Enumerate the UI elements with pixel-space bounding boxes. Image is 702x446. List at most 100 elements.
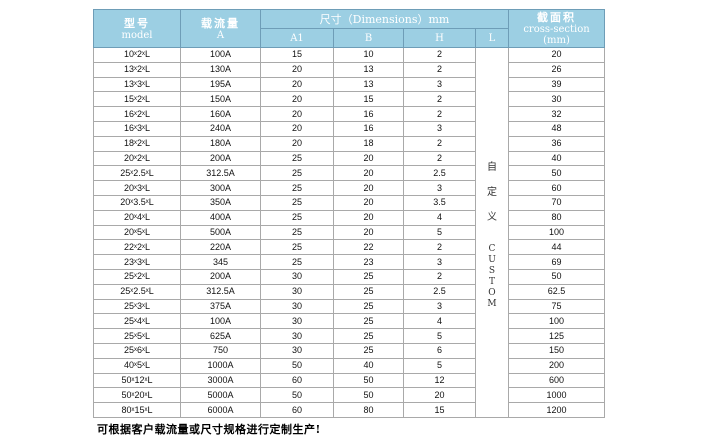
cell-a1: 25	[260, 194, 334, 211]
cell-a1: 25	[260, 180, 334, 196]
table-row: 23ˣ3ˣL 345 25 23 3 69	[93, 254, 605, 270]
cell-cross-section: 48	[508, 120, 605, 137]
cell-a1: 20	[260, 135, 334, 152]
cell-b: 80	[333, 402, 404, 418]
table-row: 20ˣ2ˣL 200A 25 20 2 40	[93, 150, 605, 167]
cell-cross-section: 200	[508, 357, 605, 374]
cell-cross-section: 20	[508, 47, 605, 63]
cell-current: 100A	[180, 313, 261, 330]
cell-cross-section: 150	[508, 342, 605, 359]
cell-a1: 30	[260, 298, 334, 315]
table-row: 80ˣ15ˣL 6000A 60 80 15 1200	[93, 402, 605, 418]
col-header-h: H	[403, 28, 476, 48]
col-header-a1: A1	[260, 28, 334, 48]
header-row-1: 型号 model 载流量 A 尺寸（Dimensions）mm 截面积 cros…	[93, 9, 605, 48]
cell-h: 2	[403, 150, 476, 167]
cell-cross-section: 32	[508, 106, 605, 122]
table-row: 16ˣ2ˣL 160A 20 16 2 32	[93, 106, 605, 122]
cell-cross-section: 62.5	[508, 283, 605, 300]
cell-current: 625A	[180, 328, 261, 344]
cell-h: 2	[403, 268, 476, 285]
table-row: 25ˣ6ˣL 750 30 25 6 150	[93, 342, 605, 359]
col-header-cross-cn: 截面积	[537, 11, 576, 24]
cell-h: 20	[403, 387, 476, 404]
cell-a1: 25	[260, 224, 334, 241]
cell-model: 20ˣ3.5ˣL	[93, 194, 181, 211]
cell-model: 50ˣ12ˣL	[93, 372, 181, 389]
cell-h: 3	[403, 180, 476, 196]
cell-model: 18ˣ2ˣL	[93, 135, 181, 152]
cell-current: 500A	[180, 224, 261, 241]
cell-a1: 20	[260, 76, 334, 93]
cell-a1: 25	[260, 254, 334, 270]
cell-current: 350A	[180, 194, 261, 211]
cell-h: 2	[403, 239, 476, 256]
table-row: 25ˣ2.5ˣL 312.5A 25 20 2.5 50	[93, 165, 605, 182]
cell-model: 10ˣ2ˣL	[93, 47, 181, 63]
table-row: 13ˣ2ˣL 130A 20 13 2 26	[93, 61, 605, 78]
cell-b: 25	[333, 328, 404, 344]
table-row: 25ˣ3ˣL 375A 30 25 3 75	[93, 298, 605, 315]
cell-a1: 50	[260, 387, 334, 404]
table-row: 40ˣ5ˣL 1000A 50 40 5 200	[93, 357, 605, 374]
cell-model: 13ˣ3ˣL	[93, 76, 181, 93]
cell-a1: 30	[260, 313, 334, 330]
cell-cross-section: 40	[508, 150, 605, 167]
cell-b: 20	[333, 224, 404, 241]
cell-a1: 20	[260, 91, 334, 108]
header-row-2: A1 B H L	[94, 28, 605, 48]
cell-h: 5	[403, 357, 476, 374]
cell-h: 2	[403, 106, 476, 122]
cell-h: 3	[403, 254, 476, 270]
cell-h: 4	[403, 313, 476, 330]
cell-model: 16ˣ2ˣL	[93, 106, 181, 122]
cell-model: 25ˣ4ˣL	[93, 313, 181, 330]
table-row: 25ˣ5ˣL 625A 30 25 5 125	[93, 328, 605, 344]
cell-cross-section: 36	[508, 135, 605, 152]
cell-b: 20	[333, 209, 404, 226]
custom-length-cell: 自 定 义 C U S T O M	[475, 47, 509, 418]
cell-b: 25	[333, 298, 404, 315]
cell-current: 6000A	[180, 402, 261, 418]
cell-current: 375A	[180, 298, 261, 315]
cell-b: 25	[333, 283, 404, 300]
cell-b: 25	[333, 342, 404, 359]
cell-cross-section: 100	[508, 224, 605, 241]
cell-b: 20	[333, 150, 404, 167]
cell-current: 200A	[180, 268, 261, 285]
cell-cross-section: 70	[508, 194, 605, 211]
cell-a1: 30	[260, 328, 334, 344]
cell-cross-section: 30	[508, 91, 605, 108]
table-row: 22ˣ2ˣL 220A 25 22 2 44	[93, 239, 605, 256]
cell-a1: 20	[260, 106, 334, 122]
cell-cross-section: 60	[508, 180, 605, 196]
cell-current: 300A	[180, 180, 261, 196]
cell-b: 23	[333, 254, 404, 270]
cell-b: 25	[333, 268, 404, 285]
col-header-model-cn: 型号	[124, 16, 150, 30]
cell-h: 3.5	[403, 194, 476, 211]
cell-h: 2	[403, 91, 476, 108]
table-row: 20ˣ3ˣL 300A 25 20 3 60	[93, 180, 605, 196]
cell-a1: 30	[260, 283, 334, 300]
cell-b: 15	[333, 91, 404, 108]
custom-label-en: C U S T O M	[487, 243, 497, 309]
cell-current: 180A	[180, 135, 261, 152]
cell-model: 23ˣ3ˣL	[93, 254, 181, 270]
cell-model: 50ˣ20ˣL	[93, 387, 181, 404]
cell-h: 2	[403, 135, 476, 152]
cell-h: 2.5	[403, 283, 476, 300]
cell-current: 200A	[180, 150, 261, 167]
table-row: 50ˣ20ˣL 5000A 50 50 20 1000	[93, 387, 605, 404]
cell-model: 15ˣ2ˣL	[93, 91, 181, 108]
cell-model: 22ˣ2ˣL	[93, 239, 181, 256]
col-header-current-unit: A	[216, 29, 225, 41]
cell-a1: 60	[260, 402, 334, 418]
cell-a1: 25	[260, 239, 334, 256]
cell-h: 12	[403, 372, 476, 389]
cell-cross-section: 600	[508, 372, 605, 389]
cell-cross-section: 44	[508, 239, 605, 256]
cell-current: 312.5A	[180, 283, 261, 300]
cell-current: 195A	[180, 76, 261, 93]
